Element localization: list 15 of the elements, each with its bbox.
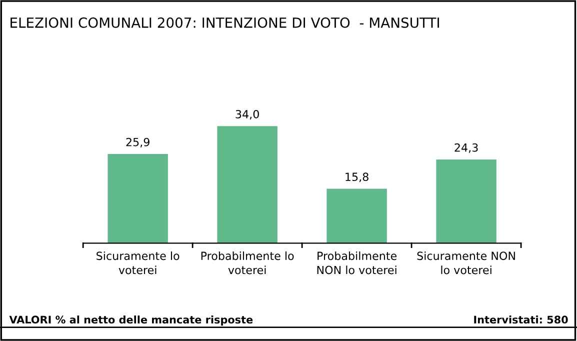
x-tick-label: Probabilmente lo voterei — [201, 251, 294, 274]
x-tick-label: Sicuramente NON lo voterei — [417, 251, 515, 274]
x-tick-label: Sicuramente lo voterei — [96, 251, 180, 274]
bar — [326, 188, 387, 244]
data-label: 15,8 — [346, 172, 368, 182]
data-label: 25,9 — [126, 138, 150, 148]
chart-title: ELEZIONI COMUNALI 2007: INTENZIONE DI VOTO - MANSUTTI — [10, 17, 439, 28]
x-tick-label: Probabilmente NON lo voterei — [317, 251, 397, 274]
data-label: 24,3 — [454, 143, 478, 153]
bar — [217, 126, 278, 244]
text: VALORI % al netto delle mancate risposte — [9, 316, 253, 326]
text: Intervistati: 580 — [474, 316, 568, 324]
bar — [108, 154, 168, 244]
data-label: 34,0 — [236, 110, 259, 120]
bar — [436, 159, 496, 244]
